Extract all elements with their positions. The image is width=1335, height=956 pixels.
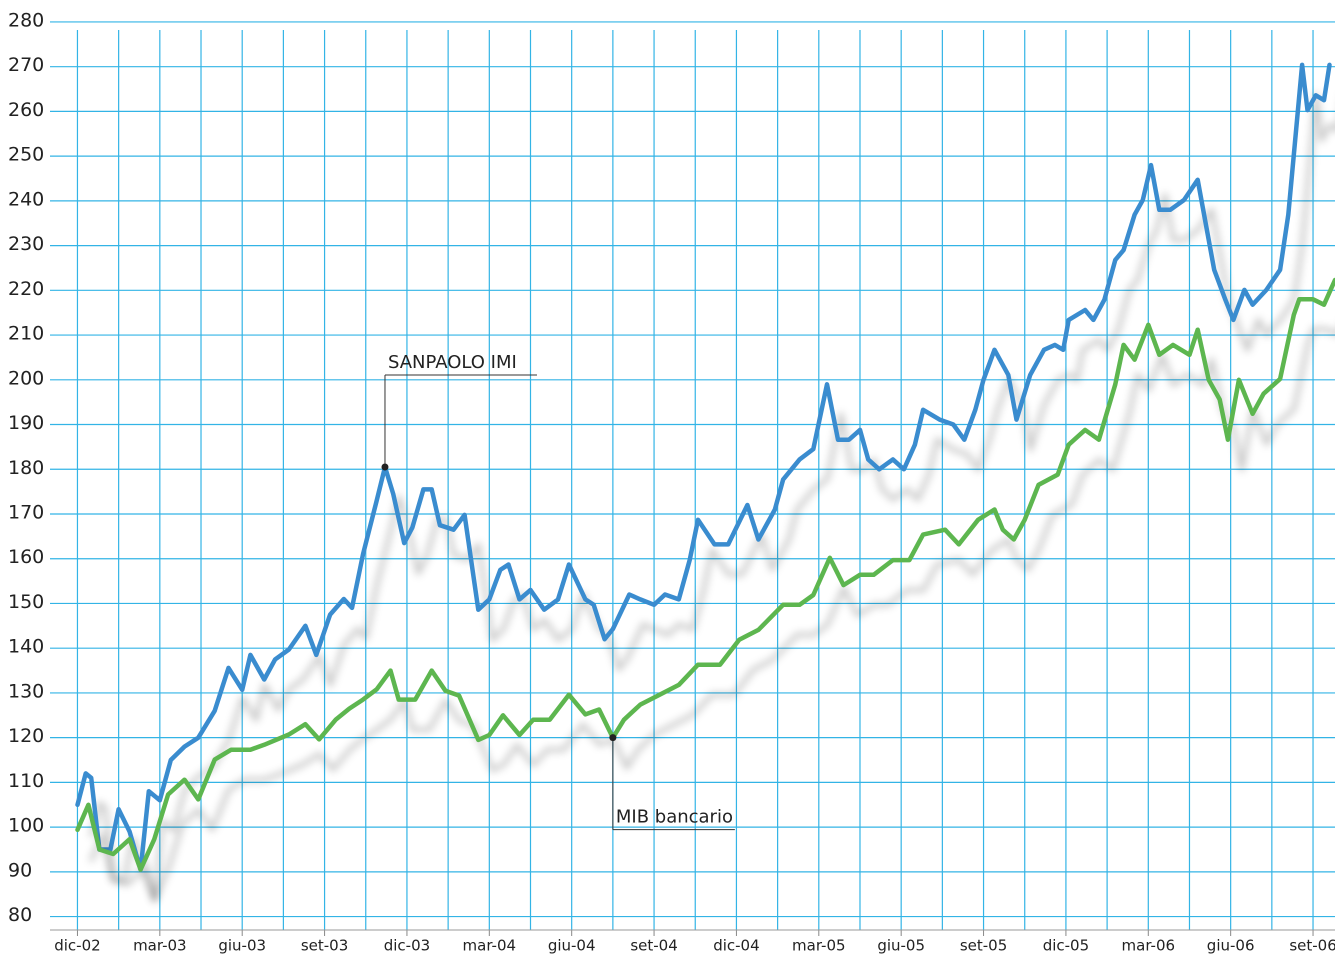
- y-tick-label: 130: [8, 680, 44, 702]
- x-tick-label: giu-06: [1207, 937, 1255, 955]
- x-tick-label: mar-03: [133, 937, 187, 955]
- y-tick-label: 260: [8, 99, 44, 121]
- x-tick-label: dic-03: [384, 937, 430, 955]
- x-tick-label: set-05: [960, 937, 1007, 955]
- y-tick-label: 190: [8, 412, 44, 434]
- y-tick-label: 90: [8, 859, 32, 881]
- x-tick-label: mar-05: [792, 937, 846, 955]
- y-tick-label: 100: [8, 815, 44, 837]
- x-tick-label: giu-03: [218, 937, 266, 955]
- x-tick-label: set-04: [630, 937, 677, 955]
- y-tick-label: 180: [8, 457, 44, 479]
- y-tick-label: 80: [8, 904, 32, 926]
- x-tick-label: mar-06: [1122, 937, 1176, 955]
- x-tick-label: dic-02: [54, 937, 100, 955]
- anchor-dot: [381, 463, 389, 471]
- x-tick-label: set-06: [1289, 937, 1335, 955]
- x-tick-label: giu-05: [877, 937, 925, 955]
- y-tick-label: 160: [8, 546, 44, 568]
- y-tick-label: 170: [8, 501, 44, 523]
- y-tick-label: 150: [8, 591, 44, 613]
- y-tick-label: 240: [8, 188, 44, 210]
- y-tick-label: 210: [8, 323, 44, 345]
- x-tick-label: dic-05: [1043, 937, 1089, 955]
- y-tick-label: 250: [8, 144, 44, 166]
- anchor-dot: [609, 734, 617, 742]
- y-tick-label: 120: [8, 725, 44, 747]
- y-tick-label: 110: [8, 770, 44, 792]
- y-tick-label: 270: [8, 54, 44, 76]
- y-tick-label: 280: [8, 9, 44, 31]
- x-tick-label: mar-04: [463, 937, 517, 955]
- series-line: [75, 277, 1335, 872]
- series-label: SANPAOLO IMI: [388, 352, 517, 373]
- x-tick-label: dic-04: [713, 937, 759, 955]
- y-tick-label: 140: [8, 636, 44, 658]
- y-tick-label: 200: [8, 367, 44, 389]
- y-tick-label: 220: [8, 278, 44, 300]
- x-tick-label: set-03: [301, 937, 348, 955]
- y-tick-label: 230: [8, 233, 44, 255]
- series-line: [75, 62, 1332, 872]
- x-tick-label: giu-04: [548, 937, 596, 955]
- series-label: MIB bancario: [616, 807, 733, 828]
